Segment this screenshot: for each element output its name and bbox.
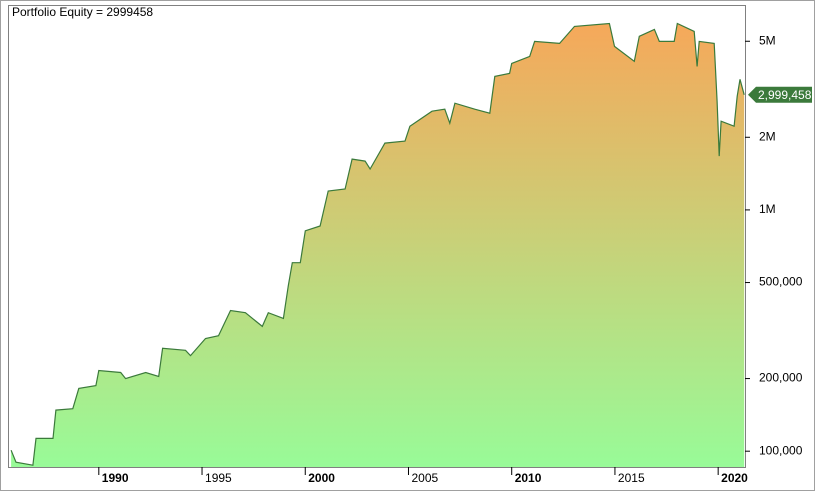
area xyxy=(11,23,745,467)
y-tick-label: 100,000 xyxy=(759,443,803,457)
x-tick-label: 1990 xyxy=(102,471,129,485)
x-tick-label: 2020 xyxy=(721,471,748,485)
x-tick-label: 2010 xyxy=(515,471,542,485)
x-tick-label: 2015 xyxy=(618,471,645,485)
y-tick-label: 1M xyxy=(759,202,776,216)
y-tick-label: 5M xyxy=(759,33,776,47)
y-tick-label: 500,000 xyxy=(759,275,803,289)
x-tick-label: 2000 xyxy=(308,471,335,485)
equity-line xyxy=(10,22,745,466)
y-tick-label: 2M xyxy=(759,129,776,143)
y-tick-label: 200,000 xyxy=(759,371,803,385)
value-label: 2,999,458 xyxy=(758,88,812,102)
value-flag xyxy=(748,86,812,103)
x-tick-label: 1995 xyxy=(205,471,232,485)
chart-title: Portfolio Equity = 2999458 xyxy=(12,5,153,19)
x-tick-label: 2005 xyxy=(411,471,438,485)
